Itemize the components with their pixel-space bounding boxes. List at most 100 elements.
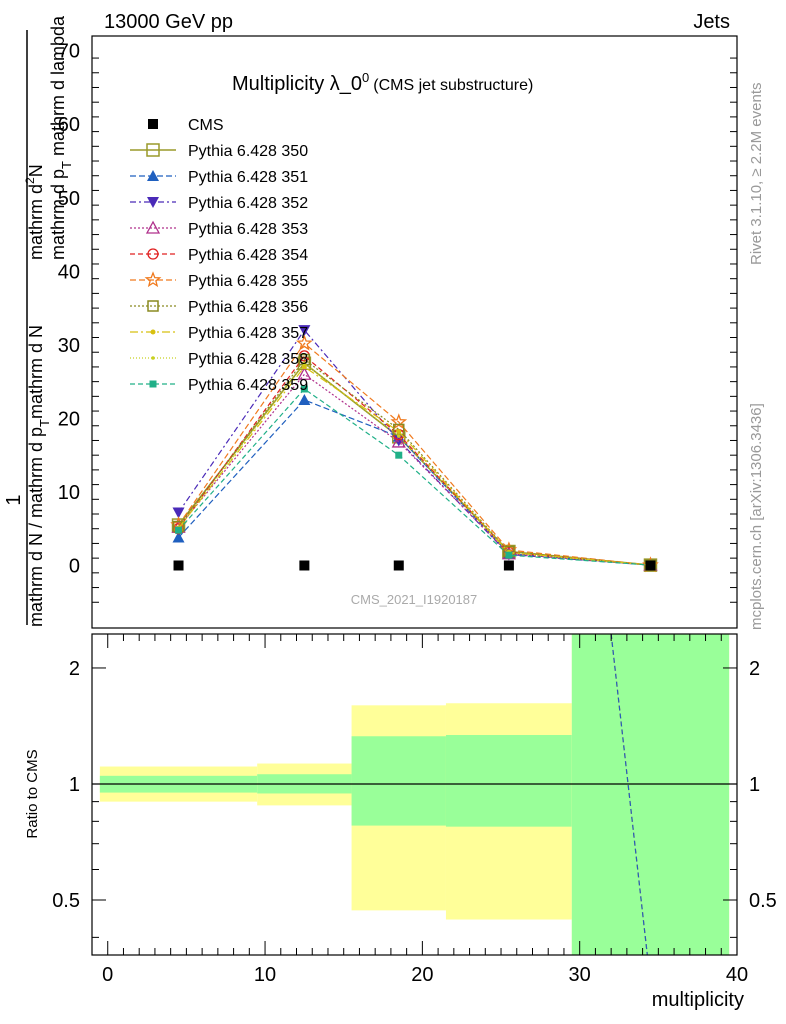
- series-pythia-6-428-357: [176, 364, 653, 568]
- y-tick-label: 40: [58, 261, 80, 283]
- ratio-bands: [92, 634, 737, 955]
- cms-point: [393, 560, 404, 571]
- point-marker: [297, 366, 312, 380]
- point-marker: [175, 526, 183, 534]
- x-tick-label: 40: [726, 964, 748, 986]
- y-label-numerator: 1: [3, 494, 25, 505]
- point-marker: [150, 329, 156, 335]
- point-marker: [396, 434, 401, 438]
- series-pythia-6-428-353: [171, 366, 658, 571]
- y-tick-label: 10: [58, 482, 80, 504]
- cms-point: [173, 560, 184, 571]
- ratio-plot-frame: [91, 633, 738, 956]
- ratio-y-tick-label-right: 1: [749, 774, 760, 796]
- legend-label: Pythia 6.428 352: [188, 195, 308, 212]
- legend-label: Pythia 6.428 353: [188, 221, 308, 238]
- ratio-y-tick-label: 2: [69, 658, 80, 680]
- point-marker: [295, 334, 313, 351]
- series-line: [178, 373, 651, 566]
- ratio-y-tick-label: 0.5: [52, 890, 80, 912]
- legend-label: Pythia 6.428 356: [188, 299, 308, 316]
- x-tick-label: 0: [102, 964, 113, 986]
- legend-item: Pythia 6.428 352: [130, 195, 308, 212]
- legend-item: Pythia 6.428 359: [130, 377, 308, 394]
- legend-label: Pythia 6.428 351: [188, 169, 308, 186]
- ratio-band-green: [571, 634, 730, 955]
- y-label-denominator: mathrm d N / mathrm d pTmathrm d N: [26, 325, 52, 627]
- header-left: 13000 GeV pp: [104, 11, 233, 33]
- x-tick-label: 10: [254, 964, 276, 986]
- series-line: [178, 388, 651, 566]
- ratio-series-line: [610, 633, 648, 956]
- point-marker: [147, 248, 159, 260]
- ratio-y-tick-label-right: 2: [749, 658, 760, 680]
- x-axis-label: multiplicity: [652, 989, 744, 1011]
- legend-item: Pythia 6.428 356: [130, 299, 308, 316]
- point-marker: [147, 170, 159, 181]
- y-tick-label: 50: [58, 188, 80, 210]
- series-line: [178, 366, 651, 566]
- point-marker: [146, 143, 160, 157]
- legend-label: CMS: [188, 117, 224, 134]
- legend-label: Pythia 6.428 358: [188, 351, 308, 368]
- point-marker: [396, 429, 402, 435]
- legend-label: Pythia 6.428 357: [188, 325, 308, 342]
- ratio-y-tick-label: 1: [69, 774, 80, 796]
- header-right: Jets: [693, 11, 730, 33]
- ratio-y-label: Ratio to CMS: [24, 749, 41, 838]
- point-marker: [151, 356, 155, 360]
- ratio-ticks: 0 10 20 30 40 0.5 0.5 1 1 2 2: [52, 634, 777, 986]
- ratio-band-green: [445, 735, 572, 827]
- legend-label: Pythia 6.428 359: [188, 377, 308, 394]
- legend-item: CMS: [148, 117, 224, 134]
- main-y-label: 1 mathrm d N / mathrm d pTmathrm d N mat…: [3, 15, 74, 627]
- legend-item: Pythia 6.428 355: [130, 271, 308, 290]
- point-marker: [172, 531, 185, 543]
- y-label-main: mathrm d2N: [23, 164, 46, 260]
- main-plot-frame: [91, 35, 738, 629]
- series-line: [178, 399, 651, 566]
- point-marker: [300, 385, 308, 393]
- point-marker: [298, 325, 311, 337]
- cms-point: [503, 560, 514, 571]
- legend-item: Pythia 6.428 350: [130, 143, 308, 160]
- point-marker: [505, 551, 513, 559]
- y-tick-label: 20: [58, 408, 80, 430]
- point-marker: [298, 394, 311, 406]
- x-tick-label: 20: [411, 964, 433, 986]
- point-marker: [395, 451, 403, 459]
- cms-point: [148, 119, 158, 129]
- series-pythia-6-428-351: [172, 394, 657, 571]
- point-marker: [302, 361, 307, 366]
- point-marker: [301, 364, 307, 370]
- rivet-info: Rivet 3.1.10, ≥ 2.2M events: [748, 83, 765, 266]
- ratio-band-green: [351, 736, 446, 826]
- cms-point: [299, 560, 310, 571]
- legend: CMS Pythia 6.428 350 Pythia 6.428 351 Pythi…: [130, 117, 308, 394]
- point-marker: [145, 220, 161, 234]
- legend-label: Pythia 6.428 354: [188, 247, 308, 264]
- legend-item: Pythia 6.428 353: [130, 220, 308, 238]
- point-marker: [144, 271, 162, 288]
- chart-title: Multiplicity λ_00 (CMS jet substructure): [232, 70, 533, 95]
- mcplots-info: mcplots.cern.ch [arXiv:1306.3436]: [748, 403, 765, 630]
- legend-item: Pythia 6.428 358: [130, 351, 308, 368]
- legend-label: Pythia 6.428 350: [188, 143, 308, 160]
- point-marker: [147, 300, 159, 312]
- y-tick-label: 60: [58, 114, 80, 136]
- legend-item: Pythia 6.428 351: [130, 169, 308, 186]
- y-tick-label: 30: [58, 335, 80, 357]
- ratio-y-tick-label-right: 0.5: [749, 890, 777, 912]
- analysis-watermark: CMS_2021_I1920187: [351, 592, 478, 607]
- series-cms: [173, 560, 656, 571]
- legend-label: Pythia 6.428 355: [188, 273, 308, 290]
- main-y-ticks: 0 10 20 30 40 50 60 70: [58, 41, 737, 603]
- y-tick-label: 0: [69, 555, 80, 577]
- point-marker: [149, 380, 157, 388]
- point-marker: [391, 434, 406, 448]
- legend-item: Pythia 6.428 354: [130, 247, 308, 264]
- legend-item: Pythia 6.428 357: [130, 325, 308, 342]
- x-tick-label: 30: [569, 964, 591, 986]
- cms-point: [645, 560, 656, 571]
